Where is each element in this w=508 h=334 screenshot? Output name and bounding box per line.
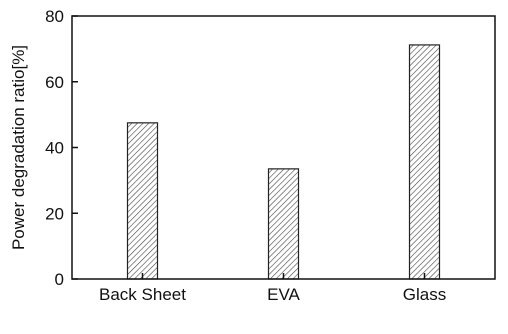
x-ticks: Back Sheet EVA Glass — [99, 273, 446, 304]
bar-glass — [408, 44, 441, 280]
y-tick-label: 20 — [45, 204, 64, 223]
y-tick-label: 40 — [45, 139, 64, 158]
y-tick-label: 0 — [55, 270, 64, 289]
bars-group — [126, 44, 441, 280]
y-tick-label: 60 — [45, 73, 64, 92]
y-tick-label: 80 — [45, 7, 64, 26]
bar-eva — [267, 168, 300, 280]
x-tick-label: Glass — [403, 285, 446, 304]
bar-back-sheet — [126, 122, 159, 280]
y-ticks: 0 20 40 60 80 — [45, 7, 78, 289]
x-tick-label: EVA — [267, 285, 300, 304]
y-axis-label: Power degradation ratio[%] — [9, 45, 28, 250]
x-tick-label: Back Sheet — [99, 285, 186, 304]
